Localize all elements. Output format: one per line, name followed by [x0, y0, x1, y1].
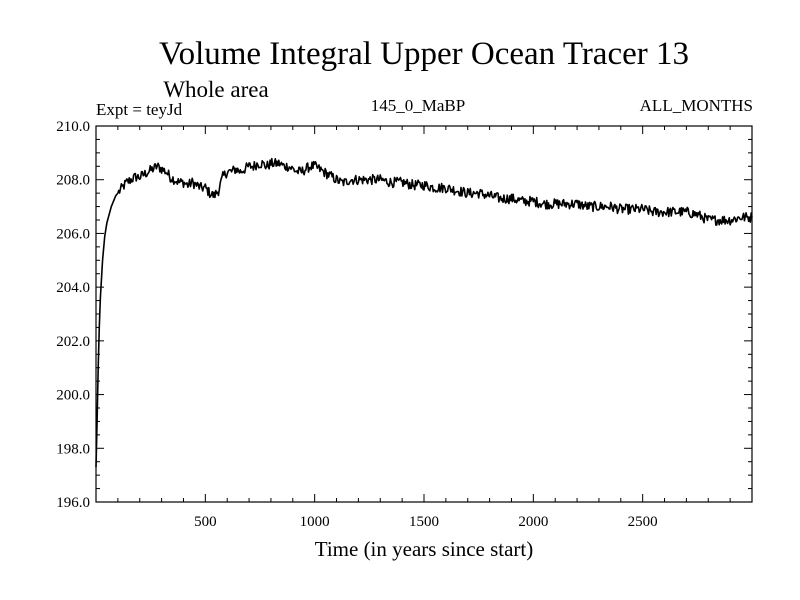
x-tick-label: 2500 [628, 514, 658, 530]
y-tick-label: 204.0 [56, 280, 90, 296]
y-tick-label: 196.0 [56, 495, 90, 511]
x-tick-label: 2000 [518, 514, 548, 530]
series-line [95, 157, 753, 468]
y-tick-label: 208.0 [56, 173, 90, 189]
x-axis-label: Time (in years since start) [315, 537, 534, 561]
y-tick-label: 210.0 [56, 119, 90, 135]
y-tick-label: 202.0 [56, 334, 90, 350]
x-tick-label: 1000 [300, 514, 330, 530]
months-label: ALL_MONTHS [640, 96, 753, 115]
expt-label: Expt = teyJd [96, 100, 183, 119]
y-tick-label: 200.0 [56, 388, 90, 404]
series-layer [95, 157, 753, 468]
chart-subtitle: Whole area [163, 77, 268, 102]
x-axis: 500 1000 1500 2000 2500 [117, 126, 731, 530]
y-tick-label: 198.0 [56, 441, 90, 457]
period-label: 145_0_MaBP [371, 96, 465, 115]
x-tick-label: 1500 [409, 514, 439, 530]
x-tick-label: 500 [194, 514, 217, 530]
chart-title: Volume Integral Upper Ocean Tracer 13 [159, 36, 689, 72]
y-tick-label: 206.0 [56, 226, 90, 242]
y-axis: 196.0 198.0 200.0 202.0 204.0 206.0 208.0 210.0 [56, 119, 752, 511]
